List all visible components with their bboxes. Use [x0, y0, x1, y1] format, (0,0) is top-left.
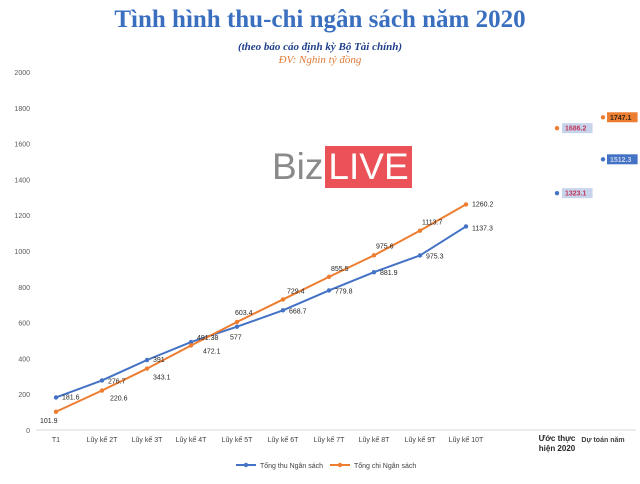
- series-line-tong-thu: [55, 225, 467, 399]
- x-tick-label: Lũy kế 6T: [268, 435, 299, 444]
- data-label: 491.38: [197, 335, 219, 342]
- x-tick-label: Lũy kế 2T: [87, 435, 118, 444]
- data-label-box: [607, 112, 638, 123]
- x-tick-label: Lũy kế 4T: [176, 435, 207, 444]
- data-point: [234, 324, 240, 329]
- data-point: [600, 157, 606, 162]
- data-point: [326, 288, 332, 293]
- x-tick-label: hiện 2020: [539, 444, 576, 453]
- data-point: [600, 115, 606, 120]
- data-label: 1323.1: [565, 191, 587, 198]
- legend-marker: [243, 462, 249, 468]
- x-tick-label: Lũy kế 3T: [132, 435, 163, 444]
- data-label: 276.7: [108, 378, 126, 385]
- data-point: [188, 343, 194, 348]
- data-point: [53, 395, 59, 400]
- data-point: [280, 297, 286, 302]
- data-label-box: [607, 154, 638, 165]
- y-tick-label: 600: [18, 321, 30, 328]
- data-label: 881.9: [380, 270, 398, 277]
- data-point: [417, 228, 423, 233]
- data-label: 1686.2: [565, 126, 587, 133]
- data-label: 1747.1: [610, 115, 632, 122]
- data-label: 1113.7: [422, 220, 442, 227]
- data-point: [463, 202, 469, 207]
- data-label: 1137.3: [472, 225, 493, 232]
- data-label: 779.8: [335, 288, 353, 295]
- watermark-biz: Biz: [272, 146, 324, 187]
- data-label: 729.4: [287, 288, 305, 295]
- series-layer: [53, 115, 606, 414]
- axes: 0 200 400 600 800 1000 1200 1400 1600 1800 2000 T1 L…: [14, 70, 636, 453]
- data-label: 391: [153, 357, 165, 364]
- legend-label: Tổng chi Ngân sách: [354, 462, 416, 470]
- data-label: 975.6: [376, 243, 394, 250]
- data-label-box: [562, 188, 593, 199]
- y-tick-label: 1800: [14, 106, 30, 113]
- data-point: [417, 253, 423, 258]
- data-point: [99, 378, 105, 383]
- data-point: [554, 190, 560, 196]
- y-tick-label: 1000: [14, 249, 30, 256]
- y-tick-label: 0: [26, 428, 30, 435]
- unit-note: ĐV: Nghìn tỷ đồng: [278, 54, 362, 66]
- x-tick-label: Lũy kế 7T: [314, 435, 345, 444]
- data-point: [463, 224, 469, 229]
- data-point: [371, 269, 377, 275]
- data-point: [144, 357, 150, 363]
- data-label: 1512.3: [610, 157, 632, 164]
- data-point: [326, 274, 332, 280]
- chart-title: Tình hình thu-chi ngân sách năm 2020: [114, 6, 526, 33]
- watermark-live: LIVE: [325, 146, 412, 188]
- data-point: [280, 308, 286, 313]
- y-tick-label: 2000: [14, 70, 30, 77]
- data-label-box: [562, 123, 593, 134]
- data-label: 343.1: [153, 375, 171, 382]
- data-point: [371, 253, 377, 258]
- series-line-tong-chi: [55, 203, 467, 413]
- y-tick-label: 200: [18, 392, 30, 399]
- bizlive-watermark: Biz LIVE: [272, 146, 412, 188]
- x-tick-label: Lũy kế 5T: [222, 435, 253, 444]
- data-point: [188, 339, 194, 345]
- x-tick-label: Ước thực: [539, 434, 576, 443]
- y-tick-label: 800: [18, 285, 30, 292]
- data-label: 603.4: [235, 310, 253, 317]
- data-label: 101.9: [40, 418, 58, 425]
- y-tick-label: 1600: [14, 142, 30, 149]
- data-label: 472.1: [203, 348, 221, 355]
- data-labels: 181.6 276.7 391 491.38 577 668.7 779.8 881.9 975…: [40, 112, 638, 425]
- data-label: 220.6: [110, 396, 128, 403]
- data-point: [554, 125, 560, 131]
- x-tick-label: T1: [52, 437, 60, 444]
- legend-label: Tổng thu Ngân sách: [260, 462, 323, 470]
- data-label: 577: [230, 335, 242, 342]
- data-label: 181.6: [62, 394, 80, 401]
- x-tick-label: Lũy kế 10T: [449, 435, 484, 444]
- data-point: [99, 388, 105, 393]
- y-tick-label: 1200: [14, 213, 30, 220]
- data-label: 668.7: [289, 308, 307, 315]
- x-tick-label: Lũy kế 8T: [359, 435, 390, 444]
- legend: Tổng thu Ngân sách Tổng chi Ngân sách: [236, 462, 416, 470]
- data-label: 1260.2: [472, 201, 494, 208]
- chart-subtitle: (theo báo cáo định kỳ Bộ Tài chính): [237, 41, 403, 53]
- data-point: [144, 366, 150, 371]
- y-tick-label: 1400: [14, 177, 30, 184]
- data-point: [53, 409, 59, 414]
- data-label: 975.3: [426, 253, 444, 260]
- data-label: 855.5: [331, 266, 349, 273]
- data-point: [234, 319, 240, 325]
- legend-marker: [337, 462, 343, 468]
- x-tick-label: Dự toán năm: [581, 437, 624, 444]
- y-tick-label: 400: [18, 356, 30, 363]
- x-tick-label: Lũy kế 9T: [405, 435, 436, 444]
